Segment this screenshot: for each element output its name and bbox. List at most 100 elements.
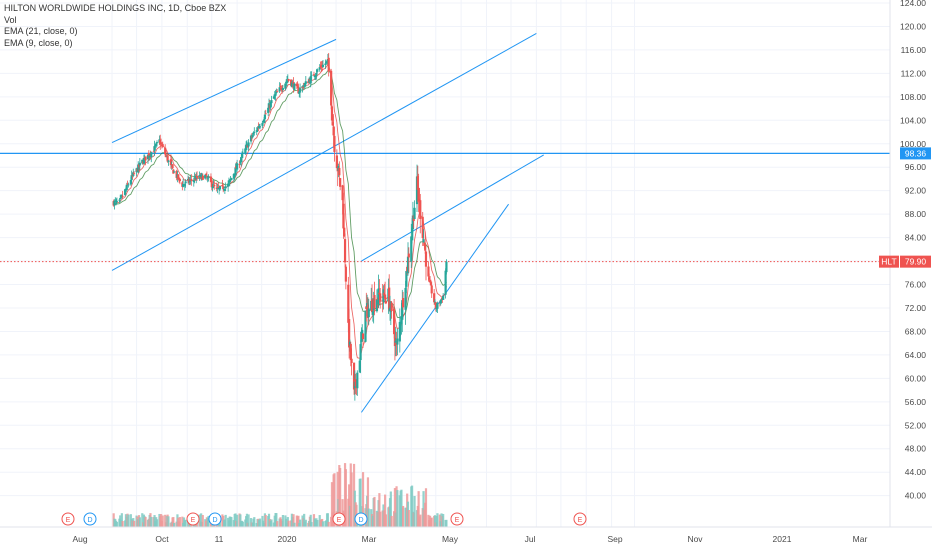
price-tick-label: 44.00 bbox=[905, 467, 927, 477]
candle-down bbox=[221, 184, 224, 186]
candle-up bbox=[236, 163, 239, 170]
volume-bar bbox=[430, 517, 433, 527]
volume-bar bbox=[297, 515, 300, 527]
candle-up bbox=[188, 180, 191, 182]
time-tick-label: Nov bbox=[687, 534, 703, 544]
dividend-event-icon[interactable]: D bbox=[83, 512, 97, 526]
candle-up bbox=[223, 189, 226, 191]
candle-down bbox=[427, 266, 430, 277]
volume-bar bbox=[361, 472, 365, 527]
indicator-ema9[interactable]: EMA (9, close, 0) bbox=[4, 37, 73, 48]
candle-up bbox=[315, 73, 318, 76]
candle-up bbox=[249, 135, 253, 142]
candle-up bbox=[398, 321, 401, 342]
volume-bar bbox=[401, 505, 405, 527]
candle-down bbox=[287, 79, 290, 81]
earnings-event-icon[interactable]: E bbox=[450, 512, 464, 526]
price-tick-label: 104.00 bbox=[900, 115, 926, 125]
volume-bar bbox=[410, 485, 414, 527]
price-tag-value: 98.36 bbox=[905, 148, 927, 158]
earnings-event-icon[interactable]: E bbox=[573, 512, 587, 526]
volume-bar bbox=[384, 494, 387, 527]
candle-down bbox=[126, 183, 129, 185]
candle-down bbox=[279, 85, 282, 88]
price-tick-label: 76.00 bbox=[905, 280, 927, 290]
candle-down bbox=[238, 164, 241, 166]
candle-up bbox=[316, 69, 319, 72]
volume-bar bbox=[367, 508, 370, 527]
candle-down bbox=[424, 251, 428, 267]
candle-up bbox=[138, 162, 141, 166]
candle-down bbox=[164, 154, 168, 156]
price-tick-label: 120.00 bbox=[900, 21, 926, 31]
indicator-ema21[interactable]: EMA (21, close, 0) bbox=[4, 26, 78, 36]
event-circle bbox=[208, 512, 222, 526]
candle-up bbox=[192, 179, 195, 182]
candle-down bbox=[213, 184, 216, 187]
candle-up bbox=[228, 179, 231, 183]
volume-bar bbox=[348, 484, 351, 527]
event-label: E bbox=[337, 517, 342, 524]
price-tick-label: 60.00 bbox=[905, 373, 927, 383]
trend-lines[interactable] bbox=[111, 33, 544, 413]
candle-down bbox=[217, 186, 220, 189]
volume-bar bbox=[200, 513, 203, 527]
price-tick-label: 68.00 bbox=[905, 326, 927, 336]
candle-down bbox=[342, 203, 345, 229]
price-tick-label: 88.00 bbox=[905, 209, 927, 219]
volume-bar bbox=[396, 490, 399, 527]
candle-down bbox=[144, 156, 147, 161]
volume-bar bbox=[120, 513, 123, 527]
trend-line-2 bbox=[111, 33, 537, 271]
candle-up bbox=[227, 183, 230, 187]
chart-legend: HILTON WORLDWIDE HOLDINGS INC, 1D, Cboe … bbox=[4, 3, 226, 49]
volume-bar bbox=[310, 522, 313, 527]
price-tick-label: 72.00 bbox=[905, 303, 927, 313]
candle-down bbox=[159, 143, 163, 145]
candle-up bbox=[142, 158, 146, 164]
candle-up bbox=[442, 296, 445, 300]
candle-up bbox=[167, 160, 170, 162]
volume-bar bbox=[270, 519, 273, 527]
candle-up bbox=[304, 81, 307, 84]
ema-21-line bbox=[113, 70, 447, 319]
event-circle bbox=[573, 512, 587, 526]
candle-down bbox=[164, 147, 167, 155]
candle-up bbox=[303, 83, 307, 87]
candle-down bbox=[418, 198, 421, 201]
candle-down bbox=[330, 70, 333, 106]
candle-up bbox=[182, 184, 185, 187]
dividend-event-icon[interactable]: D bbox=[354, 512, 368, 526]
volume-bar bbox=[436, 513, 439, 527]
candle-down bbox=[280, 87, 283, 90]
candle-up bbox=[245, 145, 248, 150]
price-tick-label: 96.00 bbox=[905, 162, 927, 172]
candle-down bbox=[152, 151, 155, 153]
price-axis[interactable]: 124.00 120.00 116.00 112.00 108.00 104.00 100.… bbox=[879, 0, 932, 550]
candle-up bbox=[433, 301, 437, 303]
earnings-event-icon[interactable]: E bbox=[332, 512, 346, 526]
time-tick-label: May bbox=[442, 534, 459, 544]
candle-up bbox=[258, 126, 262, 128]
time-axis[interactable]: Aug Oct 11 2020 Mar May Jul Sep Nov 2021 Mar bbox=[0, 526, 932, 550]
time-axis-bg bbox=[0, 527, 932, 550]
candle-up bbox=[371, 311, 374, 315]
candle-down bbox=[327, 57, 330, 72]
candle-down bbox=[352, 362, 356, 390]
candle-up bbox=[183, 184, 186, 186]
price-tick-label: 52.00 bbox=[905, 420, 927, 430]
indicator-vol[interactable]: Vol bbox=[4, 14, 17, 25]
candle-down bbox=[222, 186, 225, 190]
dividend-event-icon[interactable]: D bbox=[208, 512, 222, 526]
volume-bar bbox=[442, 513, 445, 527]
earnings-event-icon[interactable]: E bbox=[61, 512, 75, 526]
volume-bar bbox=[241, 521, 244, 527]
earnings-event-icon[interactable]: E bbox=[186, 512, 200, 526]
price-tick-label: 108.00 bbox=[900, 92, 926, 102]
event-circle bbox=[450, 512, 464, 526]
event-circle bbox=[332, 512, 346, 526]
volume-bar bbox=[239, 514, 242, 527]
volume-bar bbox=[150, 516, 153, 527]
